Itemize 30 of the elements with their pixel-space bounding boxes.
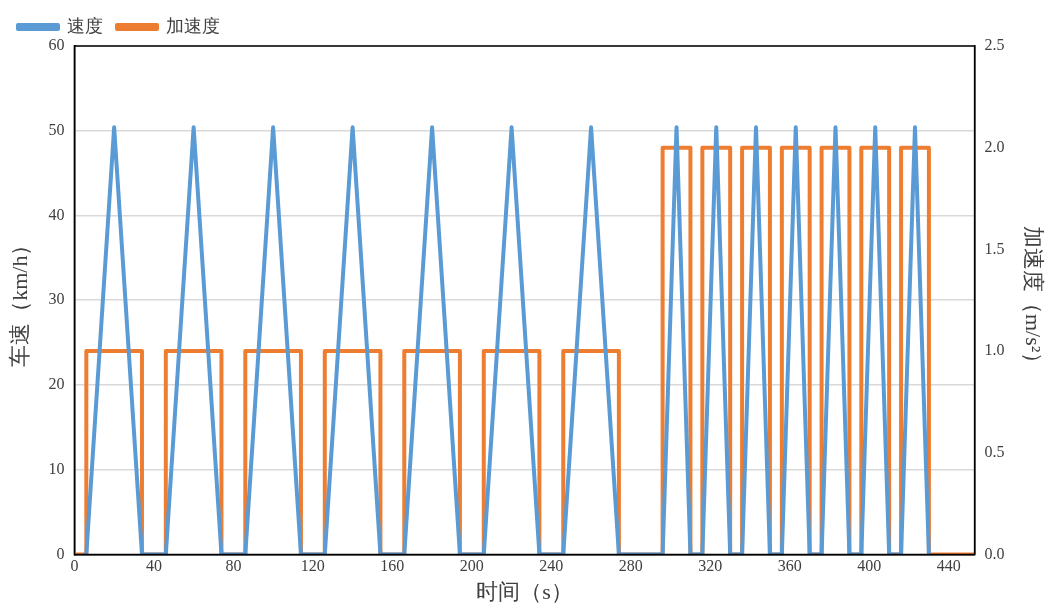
y2-tick-label: 0.0 [984, 544, 1005, 562]
y-tick-label: 10 [48, 459, 65, 477]
x-tick-label: 120 [300, 557, 325, 575]
x-tick-label: 0 [70, 557, 79, 575]
x-tick-label: 160 [380, 557, 405, 575]
y2-tick-label: 1.0 [984, 341, 1005, 359]
x-tick-label: 80 [225, 557, 242, 575]
y2-tick-label: 2.0 [984, 137, 1005, 155]
x-tick-label: 400 [857, 557, 882, 575]
y-tick-label: 60 [48, 36, 65, 54]
y-tick-label: 20 [48, 375, 65, 393]
x-axis-title: 时间（s） [476, 578, 573, 604]
y2-tick-label: 1.5 [984, 239, 1005, 257]
x-tick-label: 360 [777, 557, 802, 575]
x-tick-label: 280 [618, 557, 643, 575]
x-tick-label: 40 [145, 557, 162, 575]
x-tick-label: 240 [539, 557, 564, 575]
y-axis-title: 车速（km/h） [6, 233, 32, 367]
y-tick-label: 50 [48, 120, 65, 138]
y-tick-label: 40 [48, 205, 65, 223]
y2-axis-title: 加速度（m/s²） [1021, 226, 1047, 375]
y2-tick-label: 0.5 [984, 442, 1005, 460]
legend-label: 加速度 [166, 15, 220, 36]
x-tick-label: 320 [698, 557, 723, 575]
y-tick-label: 30 [48, 290, 65, 308]
legend-label: 速度 [67, 15, 103, 36]
y2-tick-label: 2.5 [984, 36, 1005, 54]
x-tick-label: 200 [459, 557, 484, 575]
y-tick-label: 0 [56, 544, 65, 562]
x-tick-label: 440 [936, 557, 961, 575]
